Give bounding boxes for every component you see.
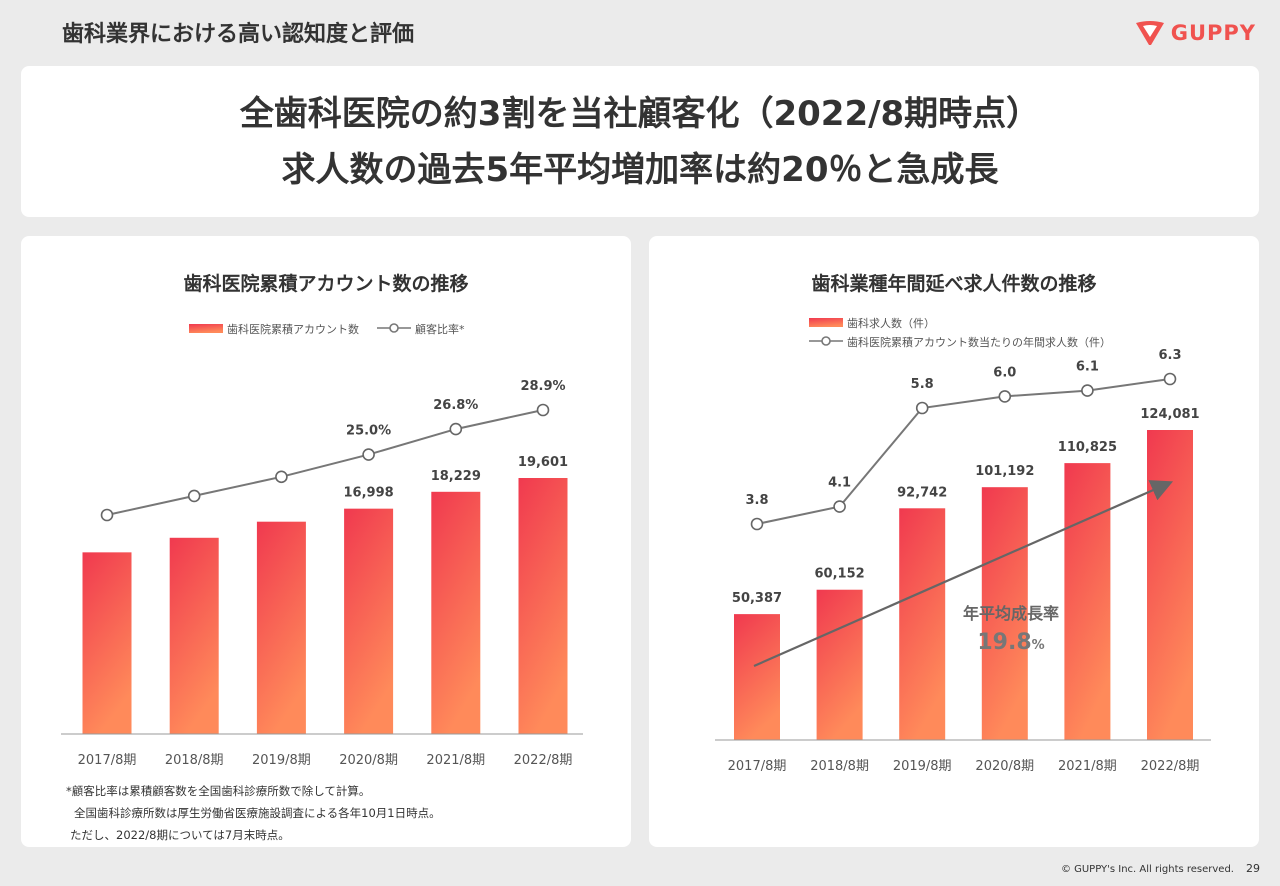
x-tick-label: 2019/8期 (893, 759, 952, 774)
x-tick-label: 2017/8期 (728, 759, 787, 774)
line-value-label: 25.0% (346, 424, 391, 439)
line-point-marker (833, 500, 846, 513)
bar-value-label: 124,081 (1140, 407, 1199, 422)
x-tick-label: 2020/8期 (339, 753, 398, 768)
bar-2018/8期 (816, 589, 863, 740)
footnotes: *顧客比率は累積顧客数を全国歯科診療所数で除して計算。 全国歯科診療所数は厚生労… (66, 780, 606, 846)
footnote-3: ただし、2022/8期については7月末時点。 (70, 828, 290, 842)
legend-bar-label: 歯科医院累積アカウント数 (227, 322, 359, 336)
x-tick-label: 2017/8期 (78, 753, 137, 768)
page-number: 29 (1246, 862, 1260, 875)
page-header-title: 歯科業界における高い認知度と評価 (62, 22, 415, 47)
bar-value-label: 18,229 (431, 469, 481, 484)
bar-value-label: 60,152 (815, 567, 865, 582)
legend-bar-swatch (809, 318, 843, 327)
growth-rate-unit: % (1032, 638, 1045, 653)
line-value-label: 6.0 (993, 365, 1016, 380)
bar-value-label: 16,998 (344, 486, 394, 501)
logo-text: GUPPY (1170, 21, 1256, 45)
headline-line-2: 求人数の過去5年平均増加率は約20％と急成長 (281, 149, 999, 190)
line-point-marker (998, 390, 1012, 403)
bar-2018/8期 (169, 537, 219, 734)
line-series-path (106, 409, 544, 516)
bar-value-label: 101,192 (975, 464, 1034, 479)
bar-value-label: 110,825 (1058, 440, 1117, 455)
line-point-marker (362, 448, 375, 461)
x-tick-label: 2022/8期 (514, 753, 573, 768)
headline-line-1: 全歯科医院の約3割を当社顧客化（2022/8期時点） (239, 93, 1041, 134)
chart-panel-job-postings: 歯科業種年間延べ求人件数の推移 歯科求人数（件） 歯科医院累積アカウント数当たり… (649, 236, 1259, 847)
bar-2017/8期 (82, 552, 132, 734)
x-tick-label: 2018/8期 (810, 759, 869, 774)
line-value-label: 4.1 (828, 476, 851, 491)
legend-bar-label: 歯科求人数（件） (847, 316, 935, 330)
legend-line-marker (821, 336, 831, 346)
bar-2019/8期 (899, 508, 946, 740)
line-point-marker (275, 470, 288, 484)
footnote-2: 全国歯科診療所数は厚生労働省医療施設調査による各年10月1日時点。 (74, 806, 441, 820)
line-point-marker (449, 422, 463, 436)
job-postings-chart: 歯科業種年間延べ求人件数の推移 歯科求人数（件） 歯科医院累積アカウント数当たり… (715, 272, 1211, 774)
footnote-1: *顧客比率は累積顧客数を全国歯科診療所数で除して計算。 (66, 784, 371, 798)
legend-bar-swatch (189, 324, 223, 333)
x-tick-label: 2020/8期 (975, 759, 1034, 774)
growth-rate-text: 19.8% (977, 630, 1044, 655)
bar-2021/8期 (431, 491, 481, 734)
legend-line-marker (389, 323, 399, 333)
headline-card: 全歯科医院の約3割を当社顧客化（2022/8期時点） 求人数の過去5年平均増加率… (21, 66, 1259, 217)
line-value-label: 6.1 (1076, 360, 1099, 375)
chart-panel-accounts: 歯科医院累積アカウント数の推移 歯科医院累積アカウント数 顧客比率* 16,99… (21, 236, 631, 847)
bar-value-label: 19,601 (518, 455, 568, 470)
bar-2019/8期 (256, 521, 306, 734)
x-tick-label: 2019/8期 (252, 753, 311, 768)
x-tick-label: 2022/8期 (1141, 759, 1200, 774)
line-value-label: 5.8 (911, 377, 934, 392)
footer-copyright: © GUPPY's Inc. All rights reserved. (1060, 864, 1234, 875)
x-tick-label: 2021/8期 (1058, 759, 1117, 774)
bar-2020/8期 (981, 487, 1028, 740)
x-tick-label: 2018/8期 (165, 753, 224, 768)
line-point-marker (187, 489, 201, 503)
accounts-chart: 歯科医院累積アカウント数の推移 歯科医院累積アカウント数 顧客比率* 16,99… (61, 272, 583, 768)
line-point-marker (100, 508, 114, 522)
line-point-marker (750, 517, 764, 531)
line-series-path (756, 378, 1171, 525)
growth-trend-arrow (753, 480, 1174, 668)
legend-line-label: 歯科医院累積アカウント数当たりの年間求人数（件） (847, 335, 1111, 349)
bar-2017/8期 (734, 614, 780, 740)
line-value-label: 28.9% (520, 379, 565, 394)
legend-line-label: 顧客比率* (415, 322, 465, 336)
line-value-label: 3.8 (745, 493, 768, 508)
bar-2022/8期 (1147, 430, 1193, 740)
guppy-logo: GUPPY (1135, 20, 1256, 46)
guppy-logo-icon (1135, 21, 1164, 45)
bar-2022/8期 (518, 478, 568, 734)
line-value-label: 6.3 (1158, 348, 1181, 363)
growth-rate-label: 年平均成長率 (963, 604, 1059, 623)
bar-2020/8期 (344, 508, 394, 734)
chart-title-job-postings: 歯科業種年間延べ求人件数の推移 (811, 272, 1096, 295)
bar-2021/8期 (1064, 463, 1111, 740)
x-tick-label: 2021/8期 (426, 753, 485, 768)
line-point-marker (1163, 372, 1177, 386)
bar-value-label: 50,387 (732, 591, 782, 606)
growth-rate-value: 19.8 (977, 630, 1031, 655)
chart-title-accounts: 歯科医院累積アカウント数の推移 (183, 272, 468, 295)
line-value-label: 26.8% (433, 398, 478, 413)
line-point-marker (915, 401, 929, 415)
line-point-marker (536, 403, 550, 417)
bar-value-label: 92,742 (897, 485, 947, 500)
line-point-marker (1081, 384, 1094, 397)
